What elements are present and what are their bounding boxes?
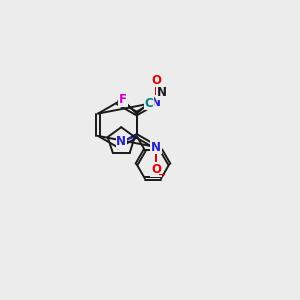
Text: O: O [151,163,161,176]
Text: −: − [158,170,166,180]
Text: N: N [151,96,161,109]
Text: N: N [116,135,126,148]
Text: F: F [119,93,127,106]
Text: N: N [151,140,161,154]
Text: C: C [145,97,154,110]
Text: N: N [157,86,167,99]
Text: O: O [151,74,161,87]
Text: +: + [158,93,165,102]
